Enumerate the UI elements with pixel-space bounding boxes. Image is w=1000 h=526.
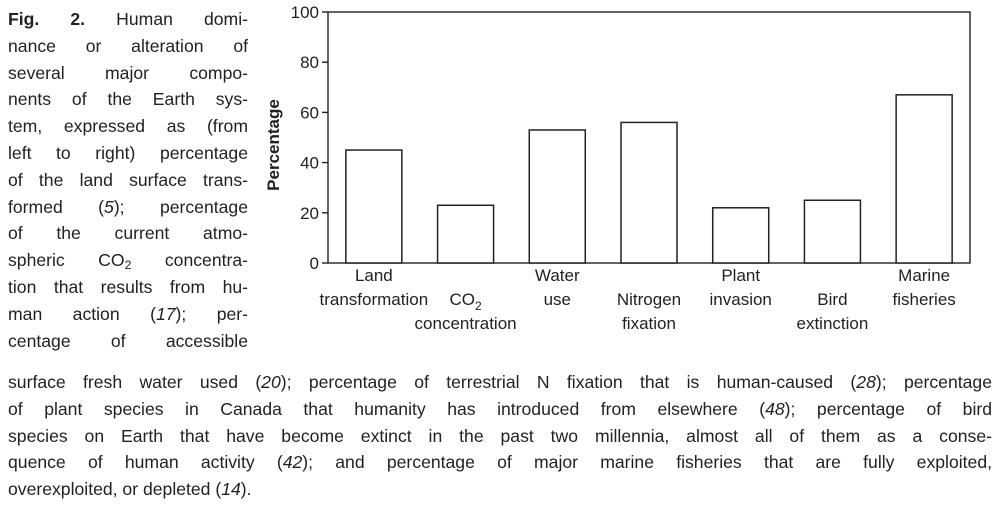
bar-chart: 0 20 40 60 80 100 Percentage Land transformation… (264, 3, 971, 333)
figure-caption-left: Fig. 2. Human domi-nance or alteration o… (8, 6, 248, 354)
y-tick-label: 60 (300, 103, 319, 122)
bar (895, 94, 953, 264)
bar (711, 207, 770, 264)
x-tick-label: Plant (721, 266, 760, 285)
figure-caption-bottom: surface fresh water used (20); percentag… (8, 369, 992, 503)
caption-line: overexploited, or depleted (14). (8, 479, 252, 500)
caption-line: of plant species in Canada that humanity… (8, 398, 993, 419)
bar (528, 129, 587, 264)
caption-line: man action (17); per- (8, 303, 248, 324)
caption-line: nance or alteration of (8, 35, 248, 56)
x-tick-label: Marine (898, 266, 950, 285)
caption-line: quence of human activity (42); and perce… (8, 452, 992, 473)
caption-line: several major compo- (8, 62, 248, 83)
x-tick-label: Nitrogen (617, 290, 681, 309)
y-tick-label: 20 (300, 204, 319, 223)
caption-line: centage of accessible (8, 330, 248, 351)
x-tick-label: use (544, 290, 571, 309)
bar (436, 204, 495, 264)
x-tick-label: invasion (710, 290, 772, 309)
caption-line: of the current atmo- (8, 223, 248, 244)
x-tick-label: Water (535, 266, 580, 285)
y-tick-label: 100 (291, 3, 319, 22)
caption-line: tem, expressed as (from (8, 116, 248, 137)
caption-line: left to right) percentage (8, 142, 248, 163)
bar (620, 121, 678, 264)
caption-line: species on Earth that have become extinc… (8, 425, 992, 446)
y-tick-label: 0 (310, 254, 319, 273)
caption-line: of the land surface trans- (8, 169, 248, 190)
y-tick-label: 80 (300, 53, 319, 72)
caption-line: tion that results from hu- (8, 276, 248, 297)
y-axis-label: Percentage (264, 99, 283, 191)
x-tick-label: fixation (622, 314, 676, 333)
caption-line: formed (5); percentage (8, 196, 248, 217)
caption-line: spheric CO2 concentra- (8, 250, 248, 273)
bar (345, 149, 403, 264)
x-tick-label: CO2 (449, 290, 482, 313)
x-tick-label: extinction (797, 314, 869, 333)
x-tick-label: transformation (320, 290, 429, 309)
y-tick-label: 40 (300, 154, 319, 173)
bar (803, 199, 862, 264)
x-tick-label: fisheries (892, 290, 955, 309)
caption-line: nents of the Earth sys- (8, 89, 248, 110)
figure-label: Fig. 2. (8, 9, 86, 29)
x-tick-label: Bird (817, 290, 847, 309)
caption-line: surface fresh water used (20); percentag… (8, 372, 992, 392)
x-tick-label: Land (355, 266, 393, 285)
caption-line: Fig. 2. Human domi- (8, 9, 248, 29)
x-tick-label: concentration (415, 314, 517, 333)
